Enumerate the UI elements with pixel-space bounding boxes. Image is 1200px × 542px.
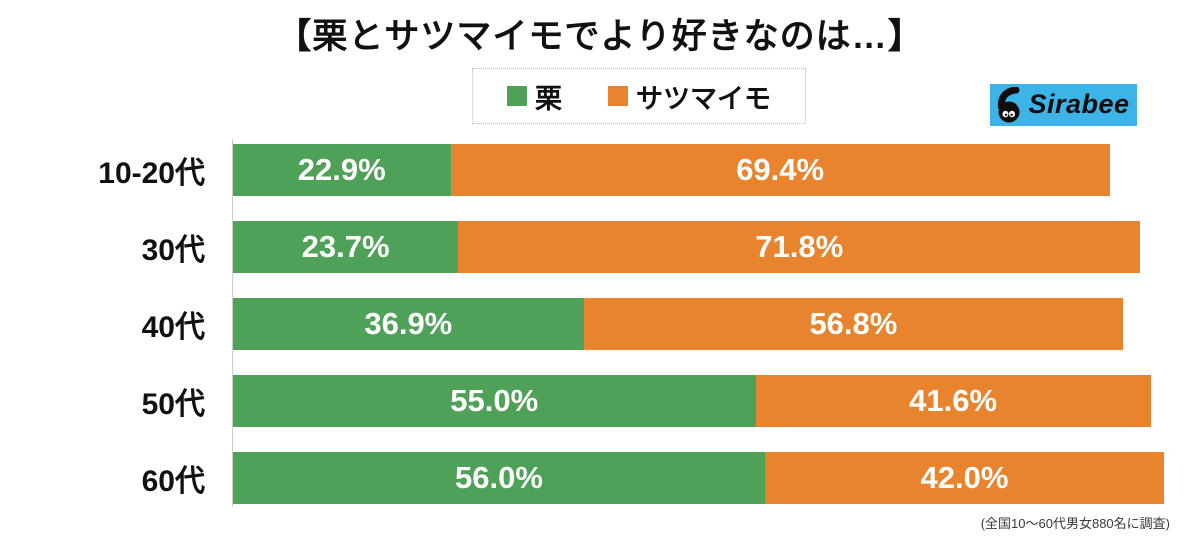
bar-segment-satsumaimo: 41.6%	[755, 375, 1151, 427]
bar-segment-kuri: 56.0%	[233, 452, 765, 504]
satsumaimo-swatch-icon	[608, 86, 628, 106]
bar-row: 30代 23.7% 71.8%	[0, 221, 1200, 273]
bar-row: 60代 56.0% 42.0%	[0, 452, 1200, 504]
bar-segment-kuri: 55.0%	[233, 375, 756, 427]
legend-item-kuri: 栗	[507, 77, 562, 116]
value-label: 69.4%	[736, 152, 825, 187]
bar-segment-kuri: 23.7%	[233, 221, 459, 273]
value-label: 22.9%	[297, 152, 386, 187]
bar-segment-kuri: 22.9%	[233, 144, 451, 196]
bar-segment-satsumaimo: 71.8%	[458, 221, 1141, 273]
category-label: 40代	[141, 311, 205, 344]
value-label: 71.8%	[755, 229, 844, 264]
baseline-axis	[232, 139, 233, 507]
category-label: 60代	[141, 465, 205, 498]
legend-label-satsumaimo: サツマイモ	[636, 83, 771, 114]
legend-label-kuri: 栗	[535, 83, 562, 114]
chart-title: 【栗とサツマイモでより好きなのは…】	[276, 17, 924, 56]
bar-segments: 36.9% 56.8%	[233, 298, 1124, 350]
category-label: 10-20代	[98, 157, 205, 190]
bar-segments: 56.0% 42.0%	[233, 452, 1164, 504]
bar-segments: 22.9% 69.4%	[233, 144, 1110, 196]
survey-footnote: (全国10〜60代男女880名に調査)	[980, 516, 1170, 531]
bar-segments: 23.7% 71.8%	[233, 221, 1141, 273]
value-label: 41.6%	[909, 383, 998, 418]
bar-segment-satsumaimo: 56.8%	[583, 298, 1124, 350]
legend-box: 栗 サツマイモ	[472, 68, 806, 124]
category-label: 50代	[141, 388, 205, 421]
bar-row: 10-20代 22.9% 69.4%	[0, 144, 1200, 196]
bar-segment-satsumaimo: 69.4%	[450, 144, 1110, 196]
kuri-swatch-icon	[507, 86, 527, 106]
legend-item-satsumaimo: サツマイモ	[608, 77, 771, 116]
stacked-bar-chart: 10-20代 22.9% 69.4% 30代 23.7% 71.8% 40代 36.9% 56.…	[0, 144, 1200, 529]
value-label: 56.8%	[809, 306, 898, 341]
sirabee-logo-text: Sirabee	[1028, 88, 1130, 119]
value-label: 55.0%	[450, 383, 539, 418]
value-label: 23.7%	[301, 229, 390, 264]
sirabee-logo: Sirabee	[990, 84, 1137, 126]
bar-segment-satsumaimo: 42.0%	[765, 452, 1164, 504]
sirabee-mascot-icon	[997, 87, 1023, 123]
category-label: 30代	[141, 234, 205, 267]
value-label: 36.9%	[364, 306, 453, 341]
bar-segment-kuri: 36.9%	[233, 298, 584, 350]
bar-row: 40代 36.9% 56.8%	[0, 298, 1200, 350]
bar-row: 50代 55.0% 41.6%	[0, 375, 1200, 427]
value-label: 56.0%	[455, 460, 543, 495]
value-label: 42.0%	[920, 460, 1009, 495]
bar-segments: 55.0% 41.6%	[233, 375, 1151, 427]
